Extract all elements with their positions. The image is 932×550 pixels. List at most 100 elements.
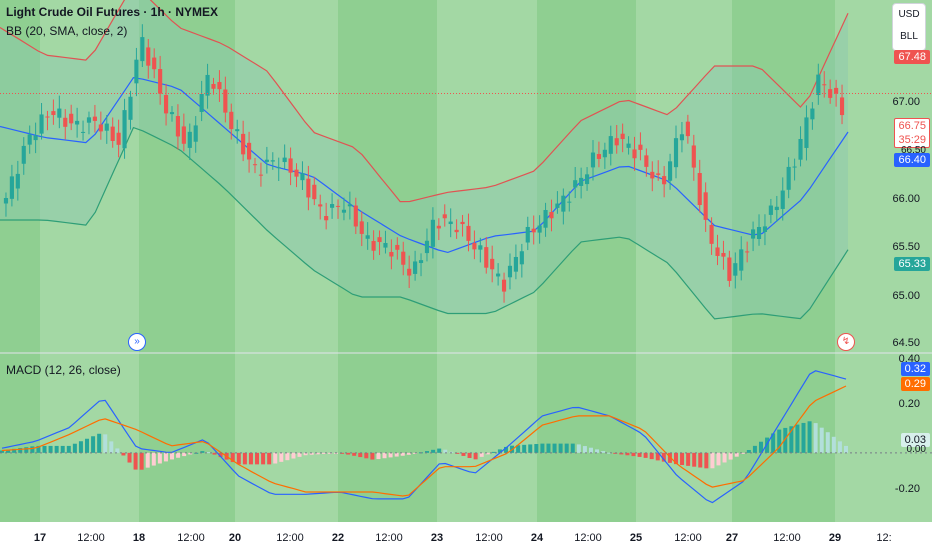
macd-histogram-bar [534,444,539,453]
macd-histogram-bar [680,452,685,466]
time-label: 12:00 [77,532,105,544]
histogram-tag: 0.03 [900,433,930,447]
macd-histogram-bar [704,452,709,469]
bar-countdown: 35:29 [898,134,926,146]
macd-histogram-bar [60,445,65,453]
macd-histogram-bar [777,429,782,453]
macd-histogram-bar [686,452,691,466]
macd-histogram-bar [200,451,205,453]
candle-body [300,173,305,181]
macd-histogram-bar [78,441,83,453]
time-label: 12:00 [375,532,403,544]
candle-body [430,219,435,247]
dividends-marker-icon[interactable]: » [128,333,146,351]
time-label: 12: [876,532,892,544]
macd-histogram-bar [831,436,836,453]
bb-indicator-label[interactable]: BB (20, SMA, close, 2) [6,24,128,38]
macd-histogram-bar [291,452,296,459]
macd-histogram-bar [176,452,181,458]
candle-body [644,155,649,167]
macd-histogram-bar [182,452,187,457]
time-label: 12:00 [177,532,205,544]
candle-body [181,126,186,144]
time-label: 23 [430,532,444,544]
candle-body [691,145,696,168]
currency-unit-button[interactable]: USD BLL [892,3,926,51]
macd-histogram-bar [497,449,502,453]
candle-body [525,226,530,243]
macd-histogram-bar [783,427,788,453]
currency-label: USD [898,9,920,20]
candle-body [389,252,394,257]
macd-histogram-bar [0,450,4,453]
session-background [0,0,40,522]
candle-body [650,171,655,179]
macd-line [1,370,847,504]
macd-histogram-bar [825,432,830,453]
macd-histogram-bar [771,433,776,453]
macd-histogram-bar [655,452,660,461]
macd-histogram-bar [564,443,569,453]
candle-body [751,229,756,239]
candle-body [359,221,364,234]
candle-body [614,138,619,146]
price-tick: 67.00 [892,96,920,108]
candle-body [549,212,554,219]
candle-body [685,121,690,137]
macd-histogram-bar [242,452,247,465]
macd-histogram-bar [97,433,102,453]
macd-histogram-bar [455,452,460,454]
session-background [636,0,732,522]
candle-body [92,116,97,121]
macd-histogram-bar [752,445,757,453]
candle-body [294,169,299,177]
candle-body [632,149,637,159]
bollinger-band-fill [0,0,848,319]
candle-body [335,205,341,207]
macd-histogram-bar [740,452,745,454]
macd-tag: 0.32 [900,362,930,376]
candle-body [413,261,418,274]
macd-histogram-bar [18,448,23,453]
candle-body [152,57,157,70]
candle-body [86,117,92,123]
candle-body [608,136,613,154]
macd-histogram-bar [765,437,770,453]
macd-histogram-bar [595,449,600,453]
macd-histogram-bar [558,443,563,453]
candle-body [822,84,827,86]
unit-label: BLL [900,31,918,42]
macd-histogram-bar [722,452,727,463]
candle-body [288,158,293,173]
macd-histogram-bar [601,451,606,453]
candle-body [3,198,9,204]
macd-histogram-bar [261,452,266,465]
macd-histogram-bar [728,452,733,460]
macd-tick: 0.20 [898,398,920,410]
candle-body [235,129,240,132]
time-label: 12:00 [475,532,503,544]
last-price-tag: 66.75 35:29 [894,118,930,148]
macd-histogram-bar [491,451,496,453]
event-flash-icon[interactable]: ↯ [837,333,855,351]
macd-histogram-bar [485,452,490,455]
time-label: 20 [228,532,242,544]
macd-histogram-bar [382,452,387,459]
time-label: 24 [530,532,544,544]
candle-body [146,47,151,66]
macd-histogram-bar [206,452,211,454]
macd-histogram-bar [473,452,478,460]
candle-body [810,108,815,120]
candle-body [496,273,501,277]
macd-histogram-bar [48,445,53,453]
macd-histogram-bar [6,449,11,453]
candle-body [15,173,20,189]
macd-indicator-label[interactable]: MACD (12, 26, close) [6,363,121,377]
macd-histogram-bar [710,452,715,469]
signal-tag: 0.29 [900,377,930,391]
candle-body [187,131,192,148]
candle-body [721,253,726,257]
macd-histogram-bar [236,452,241,465]
candle-body [318,204,323,207]
